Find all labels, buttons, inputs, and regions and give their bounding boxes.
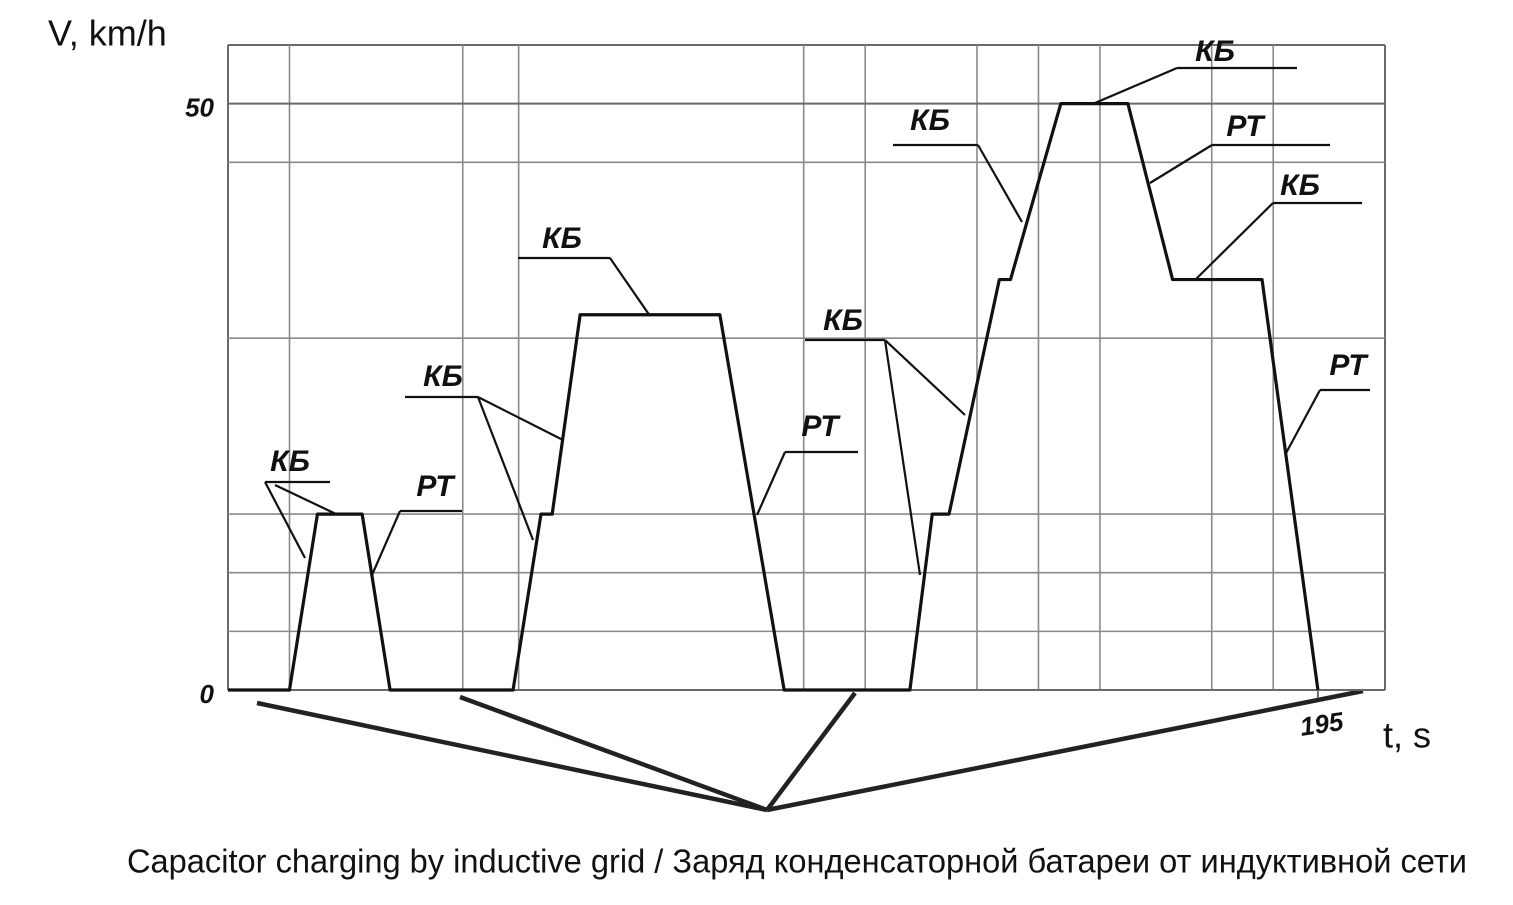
annotation: КБ xyxy=(270,445,310,478)
annotation: КБ xyxy=(542,222,582,255)
y-tick-label: 0 xyxy=(200,679,215,709)
x-tick-label: 195 xyxy=(1298,706,1346,742)
annotation: РТ xyxy=(416,470,456,503)
annotation: КБ xyxy=(823,304,863,337)
annotation-leader xyxy=(755,451,787,516)
annotation-leader xyxy=(977,144,1023,223)
annotation-leader xyxy=(1149,144,1213,184)
annotation: КБ xyxy=(423,360,463,393)
pointer xyxy=(765,691,857,812)
annotation-leader xyxy=(1284,389,1321,456)
pointer xyxy=(459,694,768,813)
annotation-leader xyxy=(1094,66,1178,105)
annotation: КБ xyxy=(910,104,950,137)
annotation: КБ xyxy=(1280,169,1320,202)
annotation-leader xyxy=(883,339,922,576)
annotation: РТ xyxy=(1226,110,1266,143)
pointer xyxy=(766,688,1364,813)
annotation-leader xyxy=(477,396,564,441)
y-tick-label: 50 xyxy=(185,93,214,123)
annotation-leader xyxy=(1194,202,1274,281)
annotation-leader xyxy=(884,339,966,416)
caption: Capacitor charging by inductive grid / З… xyxy=(127,843,1467,880)
annotation-leader xyxy=(609,257,651,317)
stop-pointers xyxy=(256,688,1364,813)
annotation-leader xyxy=(370,510,402,576)
speed-line xyxy=(228,102,1320,692)
annotation: РТ xyxy=(801,410,841,443)
annotation-leader xyxy=(476,396,535,541)
annotation-leader xyxy=(264,481,306,559)
y-axis-label: V, km/h xyxy=(48,13,167,54)
annotation: РТ xyxy=(1329,349,1369,382)
x-axis-label: t, s xyxy=(1383,715,1431,756)
pointer xyxy=(256,700,768,813)
annotation-leader xyxy=(274,484,337,515)
annotation: КБ xyxy=(1195,35,1235,68)
